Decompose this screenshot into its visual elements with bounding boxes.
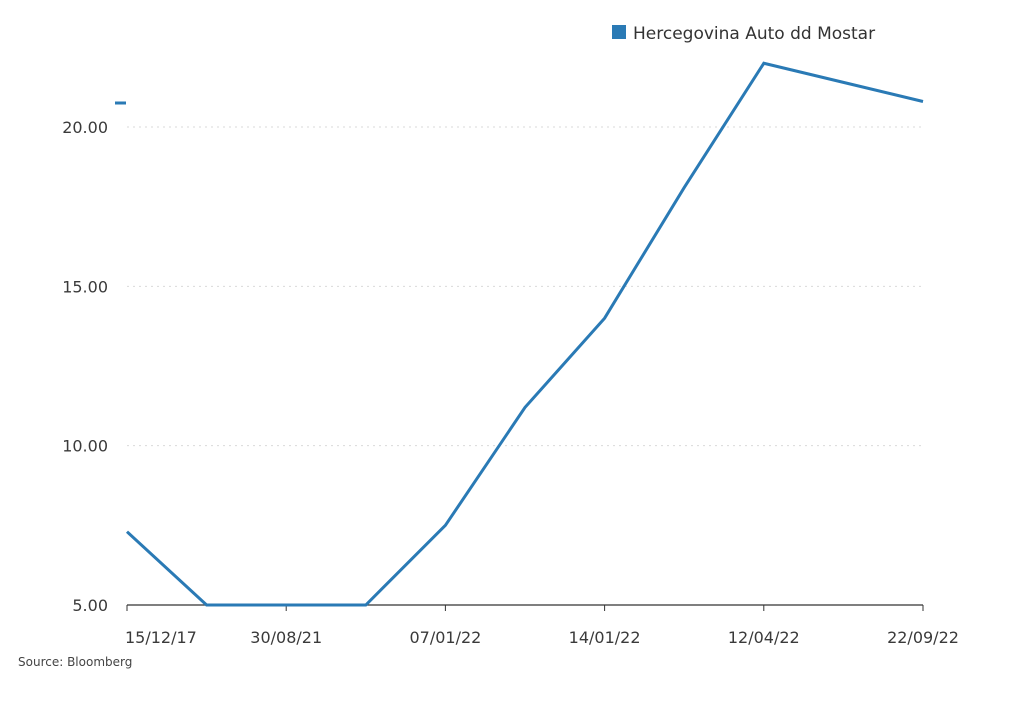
x-tick-label: 30/08/21 [250, 628, 322, 647]
series-layer [115, 61, 924, 607]
legend: Hercegovina Auto dd Mostar [612, 24, 875, 44]
grid-lines [127, 126, 923, 447]
series-line [125, 61, 924, 607]
y-axis-tick-labels: 5.00 10.00 15.00 20.00 [62, 118, 108, 615]
legend-swatch [612, 25, 626, 39]
y-tick-label: 5.00 [72, 596, 108, 615]
x-tick-label: 07/01/22 [409, 628, 481, 647]
x-tick-label: 12/04/22 [728, 628, 800, 647]
x-tick-label: 14/01/22 [569, 628, 641, 647]
y-tick-label: 10.00 [62, 437, 108, 456]
y-tick-label: 15.00 [62, 277, 108, 296]
x-tick-label: 15/12/17 [125, 628, 197, 647]
x-axis-tick-labels: 15/12/17 30/08/21 07/01/22 14/01/22 12/04/22… [125, 628, 959, 647]
legend-label: Hercegovina Auto dd Mostar [633, 24, 875, 44]
x-tick-label: 22/09/22 [887, 628, 959, 647]
source-note: Source: Bloomberg [18, 655, 132, 669]
y-tick-label: 20.00 [62, 118, 108, 137]
